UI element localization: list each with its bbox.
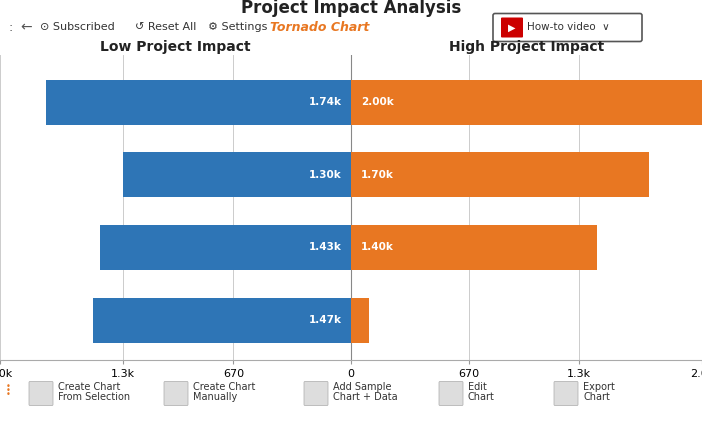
Bar — [351, 80, 702, 125]
Text: Add Sample: Add Sample — [333, 383, 392, 392]
Bar — [100, 225, 351, 270]
Text: Create Chart: Create Chart — [58, 383, 120, 392]
Bar — [46, 80, 351, 125]
Bar — [123, 152, 351, 197]
Text: Chart: Chart — [583, 392, 610, 402]
Text: ▶: ▶ — [508, 22, 516, 32]
Text: High Project Impact: High Project Impact — [449, 40, 604, 53]
Title: Project Impact Analysis: Project Impact Analysis — [241, 0, 461, 17]
FancyBboxPatch shape — [501, 18, 523, 37]
Bar — [351, 225, 597, 270]
Text: Tornado Chart: Tornado Chart — [270, 21, 369, 34]
FancyBboxPatch shape — [493, 13, 642, 42]
Text: 2.00k: 2.00k — [361, 97, 393, 107]
FancyBboxPatch shape — [29, 381, 53, 405]
Text: ↺ Reset All: ↺ Reset All — [135, 22, 197, 32]
Text: •: • — [6, 382, 11, 391]
Text: Chart: Chart — [468, 392, 495, 402]
Text: ⊙ Subscribed: ⊙ Subscribed — [40, 22, 114, 32]
FancyBboxPatch shape — [554, 381, 578, 405]
Text: •: • — [6, 386, 11, 395]
Text: Manually: Manually — [193, 392, 237, 402]
Text: 1.74k: 1.74k — [308, 97, 341, 107]
Text: Low Project Impact: Low Project Impact — [100, 40, 251, 53]
Text: 1.47k: 1.47k — [308, 315, 341, 325]
Text: ⚙ Settings: ⚙ Settings — [208, 22, 267, 32]
Text: How-to video  ∨: How-to video ∨ — [527, 22, 610, 32]
Text: Edit: Edit — [468, 383, 487, 392]
Text: 1.40k: 1.40k — [361, 242, 394, 253]
Text: Export: Export — [583, 383, 615, 392]
Text: :: : — [8, 21, 12, 34]
Text: 1.30k: 1.30k — [309, 170, 341, 180]
FancyBboxPatch shape — [304, 381, 328, 405]
Bar — [351, 298, 369, 343]
Text: 1.43k: 1.43k — [308, 242, 341, 253]
Text: Chart + Data: Chart + Data — [333, 392, 397, 402]
Text: 1.70k: 1.70k — [361, 170, 394, 180]
Text: Create Chart: Create Chart — [193, 383, 256, 392]
FancyBboxPatch shape — [439, 381, 463, 405]
Text: ←: ← — [20, 21, 32, 35]
Bar — [93, 298, 351, 343]
Text: •: • — [6, 390, 11, 399]
Text: From Selection: From Selection — [58, 392, 130, 402]
Bar — [351, 152, 649, 197]
FancyBboxPatch shape — [164, 381, 188, 405]
